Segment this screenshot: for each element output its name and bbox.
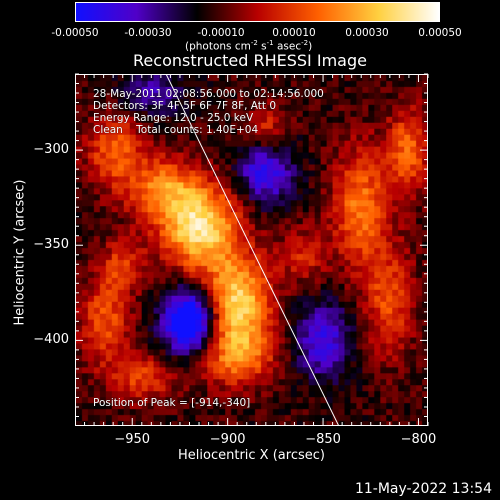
colorbar-tick-label: -0.00050 [51,27,99,39]
colorbar-tick-label: -0.00010 [197,27,245,39]
colorbar-tick-label: 0.00010 [272,27,316,39]
y-tick-label: −300 [33,142,69,158]
colorbar [75,2,440,22]
x-tick-label: −950 [114,432,151,447]
x-tick-label: −800 [400,432,437,447]
colorbar-tick-label: -0.00030 [124,27,172,39]
y-axis-label: Heliocentric Y (arcsec) [12,179,28,326]
info-detectors: Detectors: 3F 4F 5F 6F 7F 8F, Att 0 [93,100,277,112]
colorbar-tick-label: 0.00050 [418,27,462,39]
x-tick-label: −850 [305,432,341,447]
x-axis-label: Heliocentric X (arcsec) [178,448,325,463]
info-energy: Energy Range: 12.0 - 25.0 keV [93,112,254,124]
info-clean: Clean Total counts: 1.40E+04 [93,124,259,136]
colorbar-units: (photons cm-2 s-1 asec-2) [185,39,313,53]
y-tick-label: −400 [33,332,69,348]
chart-title: Reconstructed RHESSI Image [133,51,367,70]
timestamp: 11-May-2022 13:54 [354,481,492,497]
limb-line [165,75,339,425]
heatmap-image [76,75,427,425]
y-tick-label: −350 [33,237,69,253]
limb-line-path [165,75,339,425]
colorbar-tick-label: 0.00030 [345,27,389,39]
plot-area: 28-May-2011 02:08:56.000 to 02:14:56.000… [75,74,428,426]
info-peak: Position of Peak = [-914,-340] [93,397,251,409]
x-tick-label: −900 [209,432,246,447]
info-time: 28-May-2011 02:08:56.000 to 02:14:56.000 [93,88,324,100]
